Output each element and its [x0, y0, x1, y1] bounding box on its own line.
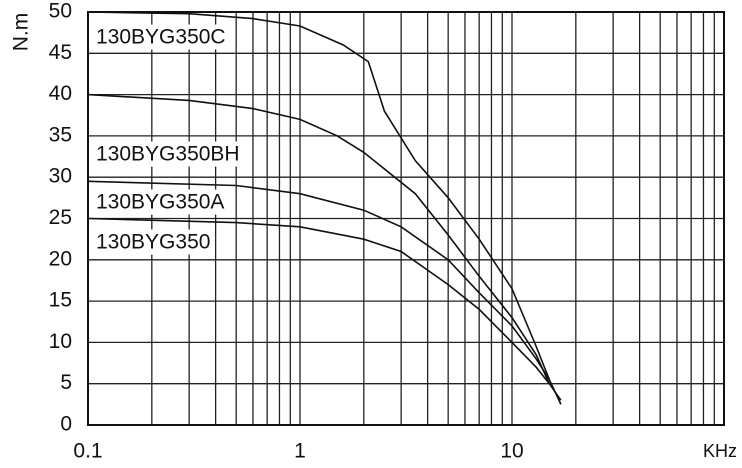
- series-line: [87, 11, 562, 405]
- y-tick-label: 40: [49, 82, 72, 105]
- y-tick-label: 25: [49, 206, 72, 229]
- series-label: 130BYG350BH: [96, 143, 240, 166]
- x-axis-label: KHz: [703, 441, 737, 461]
- series-label-bg: [93, 229, 214, 255]
- y-tick-label: 5: [60, 371, 72, 394]
- y-tick-label: 50: [49, 0, 72, 23]
- series-label: 130BYG350: [96, 231, 210, 254]
- series-line: [87, 180, 550, 381]
- series-label-bg: [93, 141, 243, 167]
- series-label: 130BYG350A: [96, 191, 224, 214]
- y-tick-label: 0: [60, 413, 72, 436]
- y-tick-label: 45: [49, 41, 72, 64]
- x-tick-label: 0.1: [73, 440, 102, 463]
- y-tick-label: 15: [49, 289, 72, 312]
- y-tick-label: 20: [49, 247, 72, 270]
- x-tick-label: 1: [294, 440, 306, 463]
- y-tick-label: 35: [49, 123, 72, 146]
- series-label-bg: [93, 24, 229, 50]
- series-label: 130BYG350C: [96, 26, 226, 49]
- y-tick-label: 10: [49, 330, 72, 353]
- series-label-bg: [93, 189, 228, 215]
- y-axis-label: N.m: [10, 13, 33, 52]
- series-line: [87, 93, 551, 385]
- x-tick-label: 10: [500, 440, 523, 463]
- series-line: [87, 217, 562, 401]
- y-tick-label: 30: [49, 165, 72, 188]
